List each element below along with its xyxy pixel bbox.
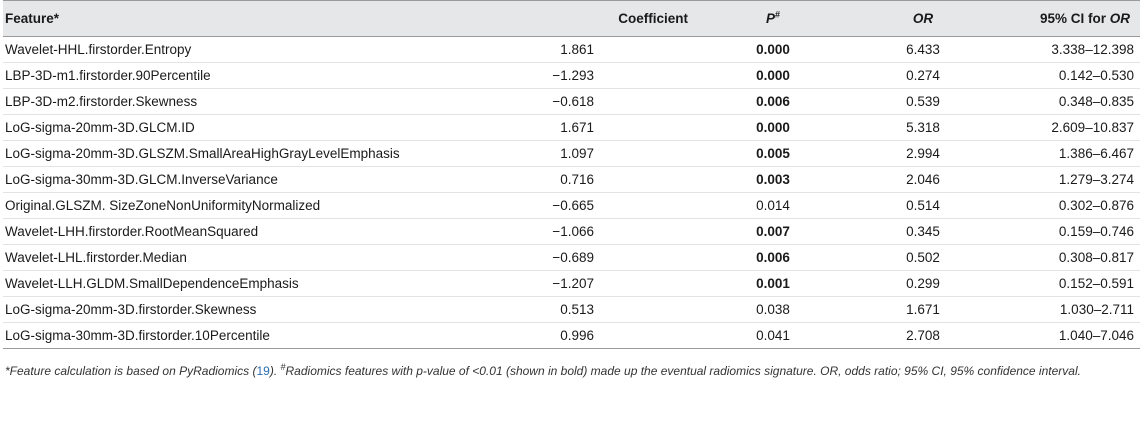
table-container: Feature* Coefficient P# OR 95% CI for OR…	[3, 0, 1140, 380]
table-row: Wavelet-LHH.firstorder.RootMeanSquared −1…	[3, 218, 1140, 245]
footnote-part1: *Feature calculation is based on PyRadio…	[5, 364, 257, 378]
table-row: LoG-sigma-20mm-3D.GLSZM.SmallAreaHighGra…	[3, 140, 1140, 167]
odds-ratio-cell: 0.514	[848, 192, 998, 219]
confidence-interval-cell: 0.348–0.835	[998, 88, 1140, 115]
p-value-cell: 0.041	[698, 322, 848, 349]
coefficient-cell: 1.671	[488, 114, 698, 141]
p-value-cell: 0.000	[698, 114, 848, 141]
footnote-part2: ).	[269, 364, 281, 378]
table-row: LoG-sigma-20mm-3D.GLCM.ID 1.671 0.000 5.318…	[3, 114, 1140, 141]
feature-cell: LBP-3D-m2.firstorder.Skewness	[3, 88, 488, 115]
confidence-interval-cell: 0.152–0.591	[998, 270, 1140, 297]
confidence-interval-cell: 3.338–12.398	[998, 36, 1140, 63]
confidence-interval-cell: 1.386–6.467	[998, 140, 1140, 167]
p-value-cell: 0.006	[698, 88, 848, 115]
odds-ratio-cell: 6.433	[848, 36, 998, 63]
table-row: LoG-sigma-30mm-3D.GLCM.InverseVariance 0.…	[3, 166, 1140, 193]
confidence-interval-cell: 0.308–0.817	[998, 244, 1140, 271]
odds-ratio-cell: 2.708	[848, 322, 998, 349]
odds-ratio-cell: 2.046	[848, 166, 998, 193]
header-ci: 95% CI for OR	[998, 0, 1140, 37]
table-row: Wavelet-HHL.firstorder.Entropy 1.861 0.000…	[3, 36, 1140, 63]
header-or: OR	[848, 0, 998, 37]
coefficient-cell: 1.097	[488, 140, 698, 167]
table-body: Wavelet-HHL.firstorder.Entropy 1.861 0.000…	[3, 36, 1140, 349]
coefficient-cell: 1.861	[488, 36, 698, 63]
coefficient-cell: 0.716	[488, 166, 698, 193]
table-row: Wavelet-LHL.firstorder.Median −0.689 0.006…	[3, 244, 1140, 271]
p-value-cell: 0.038	[698, 296, 848, 323]
table-row: LoG-sigma-20mm-3D.firstorder.Skewness 0.5…	[3, 296, 1140, 323]
feature-cell: LoG-sigma-30mm-3D.firstorder.10Percentil…	[3, 322, 488, 349]
coefficient-cell: −0.618	[488, 88, 698, 115]
header-coefficient: Coefficient	[488, 0, 698, 37]
p-value-cell: 0.006	[698, 244, 848, 271]
coefficient-cell: −0.665	[488, 192, 698, 219]
feature-cell: Wavelet-HHL.firstorder.Entropy	[3, 36, 488, 63]
coefficient-cell: −1.293	[488, 62, 698, 89]
feature-cell: LBP-3D-m1.firstorder.90Percentile	[3, 62, 488, 89]
confidence-interval-cell: 1.040–7.046	[998, 322, 1140, 349]
header-p-mark: #	[775, 9, 781, 20]
odds-ratio-cell: 2.994	[848, 140, 998, 167]
coefficient-cell: −1.066	[488, 218, 698, 245]
header-or-label: OR	[912, 11, 934, 26]
coefficient-cell: −0.689	[488, 244, 698, 271]
p-value-cell: 0.014	[698, 192, 848, 219]
header-p-label: P	[765, 11, 775, 26]
odds-ratio-cell: 0.299	[848, 270, 998, 297]
footnote-part3: Radiomics features with p-value of <0.01…	[285, 364, 1081, 378]
odds-ratio-cell: 0.274	[848, 62, 998, 89]
footnote-citation-link[interactable]: 19	[256, 364, 270, 378]
header-feature: Feature*	[3, 0, 488, 37]
radiomics-feature-table: Feature* Coefficient P# OR 95% CI for OR…	[3, 0, 1140, 349]
p-value-cell: 0.005	[698, 140, 848, 167]
table-header-row: Feature* Coefficient P# OR 95% CI for OR	[3, 0, 1140, 37]
feature-cell: Wavelet-LHH.firstorder.RootMeanSquared	[3, 218, 488, 245]
table-row: LBP-3D-m2.firstorder.Skewness −0.618 0.006…	[3, 88, 1140, 115]
odds-ratio-cell: 5.318	[848, 114, 998, 141]
odds-ratio-cell: 1.671	[848, 296, 998, 323]
feature-cell: LoG-sigma-20mm-3D.GLSZM.SmallAreaHighGra…	[3, 140, 488, 167]
header-p-value: P#	[698, 0, 848, 37]
feature-cell: Original.GLSZM. SizeZoneNonUniformityNor…	[3, 192, 488, 219]
confidence-interval-cell: 1.279–3.274	[998, 166, 1140, 193]
footnote-mark: #	[280, 362, 286, 372]
p-value-cell: 0.000	[698, 62, 848, 89]
coefficient-cell: 0.996	[488, 322, 698, 349]
confidence-interval-cell: 0.159–0.746	[998, 218, 1140, 245]
p-value-cell: 0.007	[698, 218, 848, 245]
feature-cell: Wavelet-LHL.firstorder.Median	[3, 244, 488, 271]
table-row: LBP-3D-m1.firstorder.90Percentile −1.293 0…	[3, 62, 1140, 89]
p-value-cell: 0.000	[698, 36, 848, 63]
table-row: Original.GLSZM. SizeZoneNonUniformityNor…	[3, 192, 1140, 219]
feature-cell: Wavelet-LLH.GLDM.SmallDependenceEmphasis	[3, 270, 488, 297]
coefficient-cell: −1.207	[488, 270, 698, 297]
odds-ratio-cell: 0.539	[848, 88, 998, 115]
table-row: LoG-sigma-30mm-3D.firstorder.10Percentil…	[3, 322, 1140, 349]
odds-ratio-cell: 0.345	[848, 218, 998, 245]
header-ci-prefix: 95% CI for	[1039, 11, 1110, 26]
feature-cell: LoG-sigma-20mm-3D.firstorder.Skewness	[3, 296, 488, 323]
header-ci-or: OR	[1109, 11, 1130, 26]
odds-ratio-cell: 0.502	[848, 244, 998, 271]
table-row: Wavelet-LLH.GLDM.SmallDependenceEmphasis…	[3, 270, 1140, 297]
feature-cell: LoG-sigma-30mm-3D.GLCM.InverseVariance	[3, 166, 488, 193]
p-value-cell: 0.001	[698, 270, 848, 297]
confidence-interval-cell: 0.302–0.876	[998, 192, 1140, 219]
coefficient-cell: 0.513	[488, 296, 698, 323]
confidence-interval-cell: 2.609–10.837	[998, 114, 1140, 141]
p-value-cell: 0.003	[698, 166, 848, 193]
confidence-interval-cell: 0.142–0.530	[998, 62, 1140, 89]
feature-cell: LoG-sigma-20mm-3D.GLCM.ID	[3, 114, 488, 141]
confidence-interval-cell: 1.030–2.711	[998, 296, 1140, 323]
table-footnote: *Feature calculation is based on PyRadio…	[3, 363, 1138, 380]
